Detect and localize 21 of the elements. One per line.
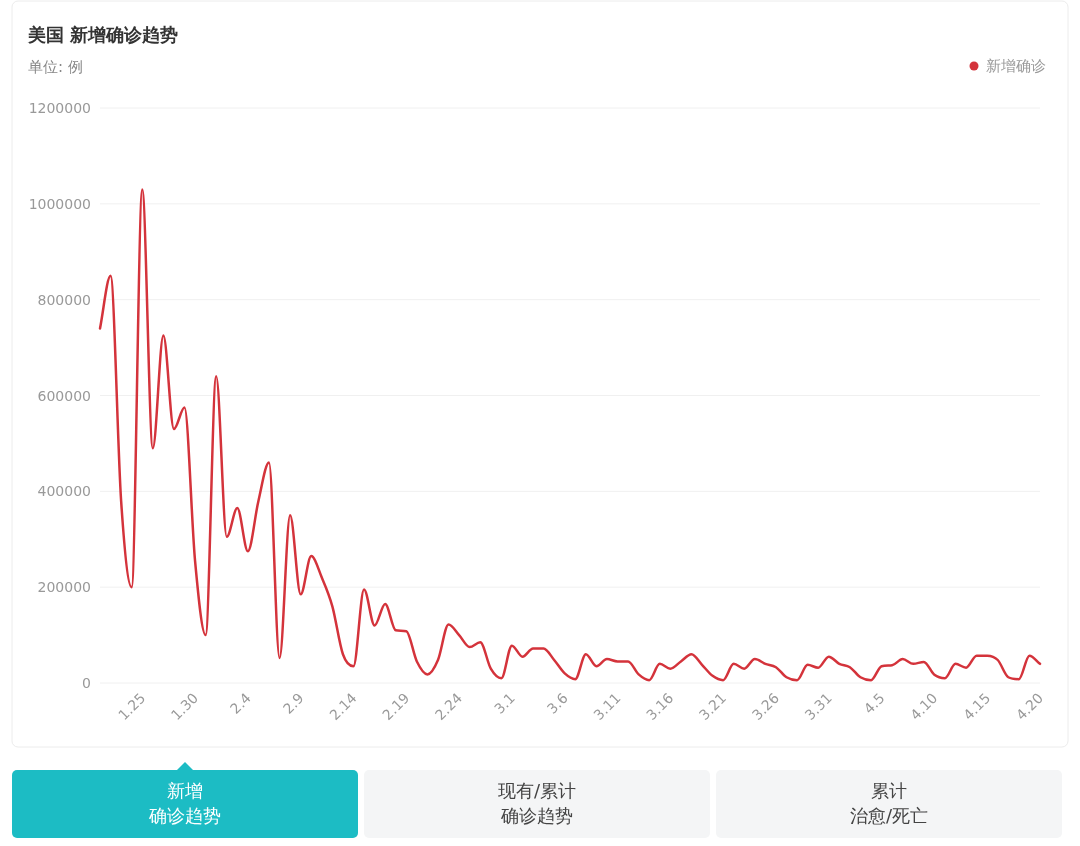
y-tick-label: 1200000 (28, 100, 91, 116)
text: 现有/累计 (497, 780, 577, 801)
text: 累计 (871, 780, 907, 801)
y-tick-label: 0 (82, 675, 91, 691)
x-tick-label: 3.1 (490, 689, 519, 717)
y-tick-label: 1000000 (28, 195, 91, 212)
text: 确诊趋势 (148, 805, 221, 826)
chart-subtitle: 单位: 例 (28, 58, 83, 76)
y-tick-label: 800000 (37, 291, 91, 308)
x-tick-label: 4.5 (860, 689, 888, 717)
x-tick-label: 3.6 (543, 689, 571, 717)
y-tick-label: 400000 (37, 483, 91, 500)
legend-label: 新增确诊 (986, 57, 1046, 75)
text: 确诊趋势 (500, 805, 573, 826)
y-tick-label: 200000 (37, 579, 91, 596)
y-tick-label: 600000 (37, 387, 91, 404)
text: 新增 (167, 780, 203, 801)
x-tick-label: 2.4 (226, 689, 255, 717)
text: 治愈/死亡 (849, 805, 929, 826)
chart-title: 美国 新增确诊趋势 (27, 24, 179, 45)
x-tick-label: 2.9 (279, 689, 307, 717)
